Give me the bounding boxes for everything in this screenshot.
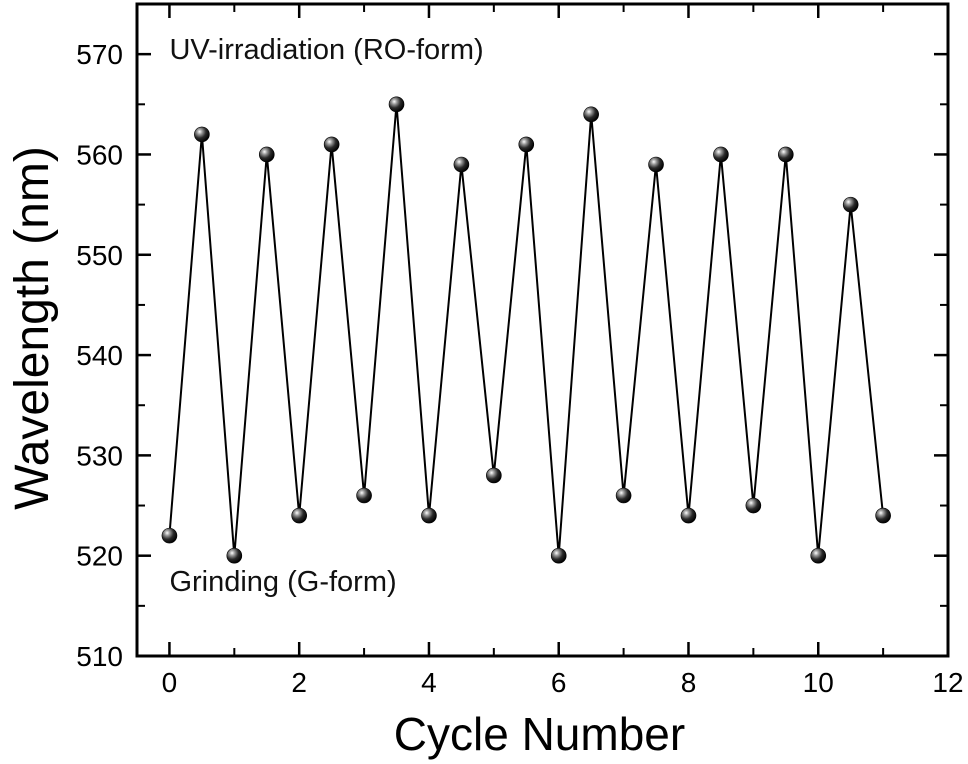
data-point [680,507,697,524]
y-tick-label: 550 [76,240,123,271]
data-point [518,136,535,153]
annotation-uv: UV-irradiation (RO-form) [169,34,483,66]
x-tick-label: 6 [551,667,567,698]
data-point [648,156,664,173]
x-tick-label: 10 [803,667,834,698]
x-axis-title: Cycle Number [394,708,685,760]
data-point [421,507,437,524]
x-tick-label: 4 [421,667,437,698]
y-tick-label: 520 [76,541,123,572]
x-tick-label: 8 [681,667,697,698]
data-point [875,507,891,524]
data-point [453,156,470,173]
data-point [550,547,567,564]
data-point [842,196,859,213]
data-point [745,497,762,514]
data-point [615,487,632,504]
data-point [356,487,372,504]
x-tick-label: 0 [162,667,178,698]
y-tick-label: 510 [76,641,123,672]
plot-frame [135,2,950,658]
data-point [194,126,210,143]
data-point [161,527,178,544]
annotation-grinding: Grinding (G-form) [169,566,396,598]
data-point [713,146,729,163]
data-point [226,547,243,564]
x-tick-label: 2 [291,667,307,698]
data-point [388,96,405,113]
y-tick-label: 570 [76,39,123,70]
y-tick-label: 530 [76,440,123,471]
data-point [323,136,340,153]
data-point [810,547,827,564]
x-tick-label: 12 [932,667,963,698]
data-point [583,106,599,123]
y-axis-title: Wavelength (nm) [6,146,59,510]
data-point [258,146,275,163]
data-point [291,507,308,524]
y-tick-label: 560 [76,139,123,170]
data-point [777,146,794,163]
series-line [168,104,885,556]
data-point [486,467,502,484]
y-tick-label: 540 [76,340,123,371]
